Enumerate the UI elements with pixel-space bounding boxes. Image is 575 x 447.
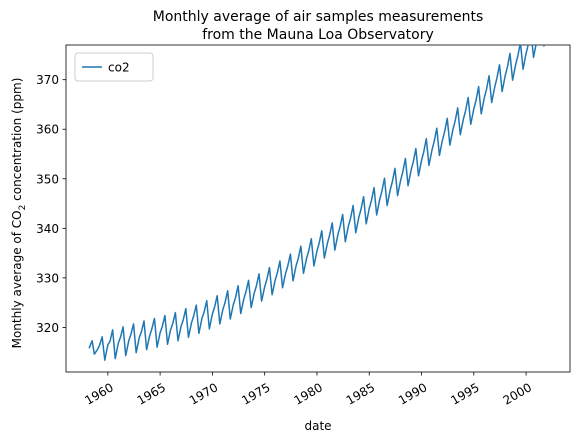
y-axis-label: Monthly average of CO2 concentration (pp… bbox=[10, 78, 28, 349]
y-axis-label-subscript: 2 bbox=[18, 205, 28, 211]
plot-area bbox=[65, 44, 571, 373]
y-tick-label: 370 bbox=[36, 73, 59, 87]
legend-frame bbox=[74, 52, 154, 82]
y-tick-label: 340 bbox=[36, 222, 59, 236]
legend-label-co2: co2 bbox=[108, 61, 130, 75]
series-line-co2 bbox=[88, 45, 545, 361]
chart-title-line-1: Monthly average of air samples measureme… bbox=[153, 9, 484, 25]
y-tick-label: 320 bbox=[36, 321, 59, 335]
y-axis-label-prefix: Monthly average of CO bbox=[10, 210, 24, 348]
y-axis-label-suffix: concentration (ppm) bbox=[10, 78, 24, 205]
y-tick-label: 330 bbox=[36, 271, 59, 285]
chart-title-line-2: from the Mauna Loa Observatory bbox=[202, 27, 434, 43]
y-axis-ticks: 320 330 340 350 360 370 bbox=[36, 73, 66, 335]
legend: co2 bbox=[74, 52, 154, 82]
y-tick-label: 360 bbox=[36, 123, 59, 137]
y-tick-label: 350 bbox=[36, 172, 59, 186]
series-layer bbox=[88, 45, 545, 361]
axes-frame bbox=[65, 44, 571, 373]
x-axis-label: date bbox=[304, 419, 331, 433]
